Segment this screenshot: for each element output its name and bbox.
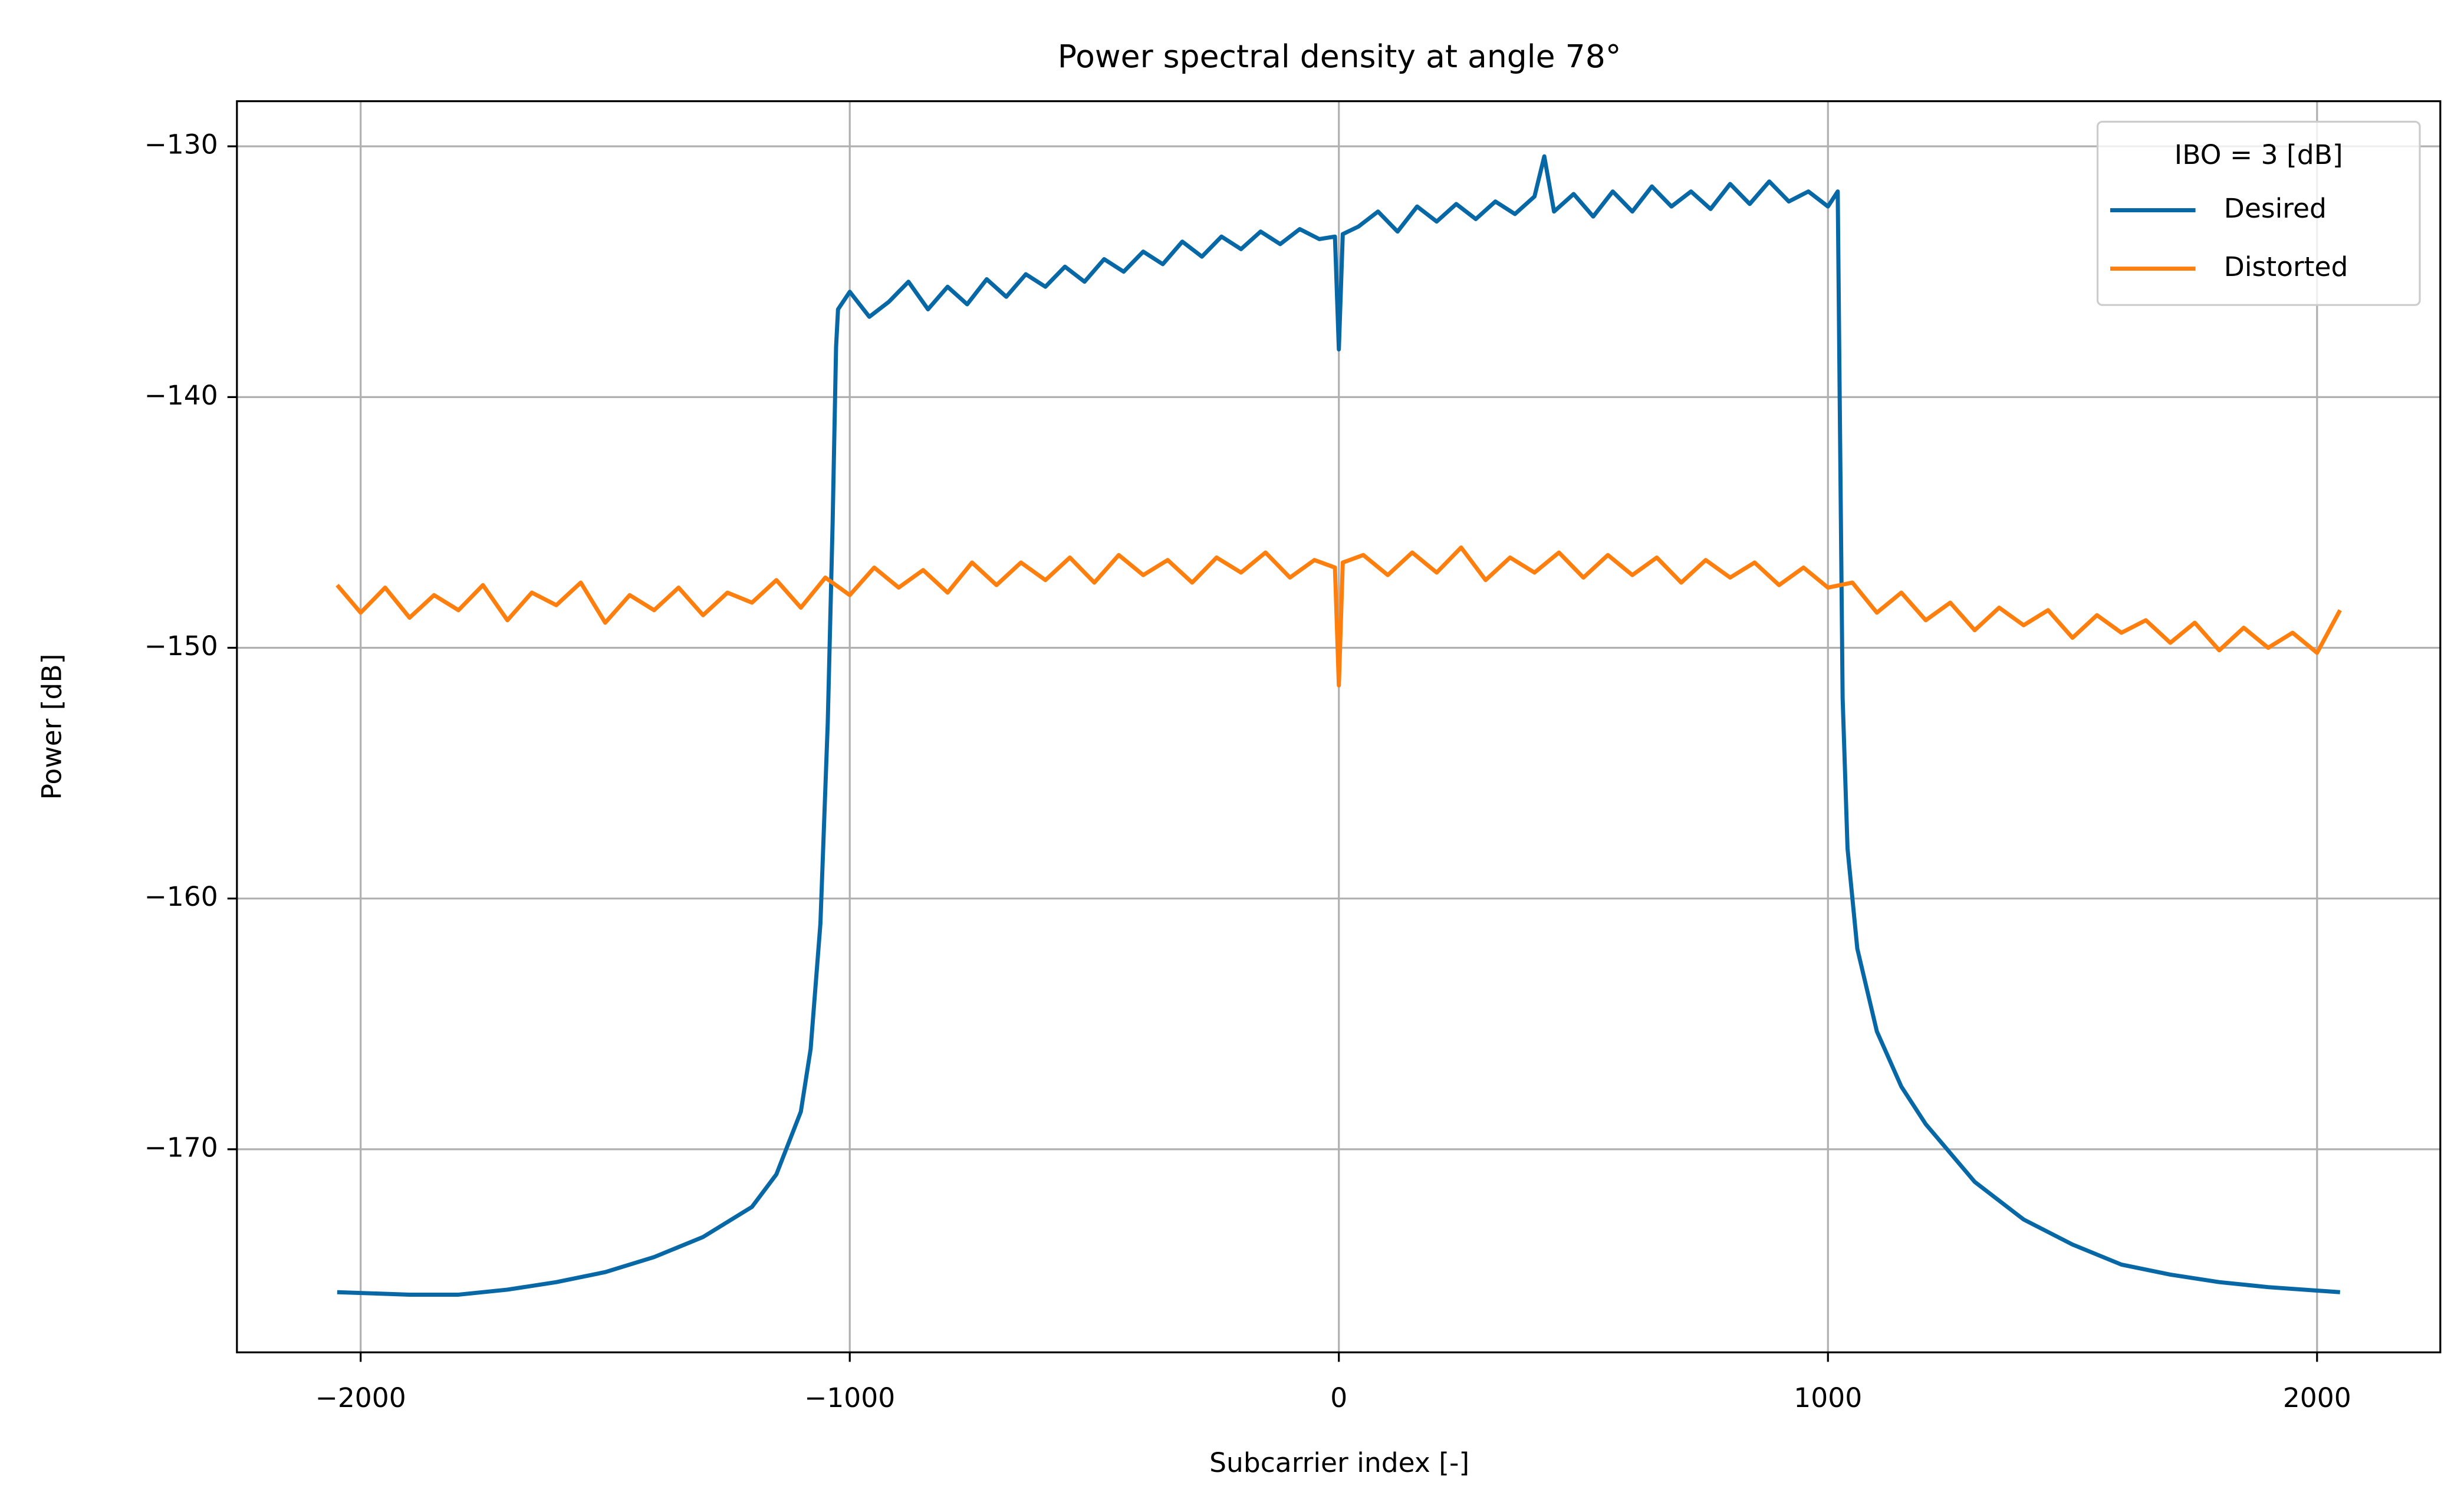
plot-frame — [236, 100, 2442, 1353]
x-tick-label: −2000 — [315, 1382, 406, 1414]
x-tick-label: −1000 — [804, 1382, 895, 1414]
x-axis-label: Subcarrier index [-] — [1209, 1447, 1469, 1478]
data-line — [335, 545, 2342, 688]
legend-label: Desired — [2224, 193, 2327, 224]
legend-label: Distorted — [2224, 251, 2348, 282]
y-tick-label: −170 — [144, 1132, 218, 1163]
y-tick-label: −160 — [144, 881, 218, 912]
y-axis-label: Power [dB] — [37, 654, 68, 800]
x-tick-label: 2000 — [2283, 1382, 2351, 1414]
legend-title: IBO = 3 [dB] — [2174, 139, 2343, 170]
y-tick-label: −150 — [144, 630, 218, 662]
data-line — [337, 154, 2341, 1297]
x-tick-label: 1000 — [1794, 1382, 1862, 1414]
chart-title: Power spectral density at angle 78° — [1058, 38, 1621, 75]
y-tick-label: −140 — [144, 380, 218, 411]
y-tick-label: −130 — [144, 129, 218, 160]
x-tick-label: 0 — [1330, 1382, 1347, 1414]
legend-box — [2096, 120, 2421, 306]
